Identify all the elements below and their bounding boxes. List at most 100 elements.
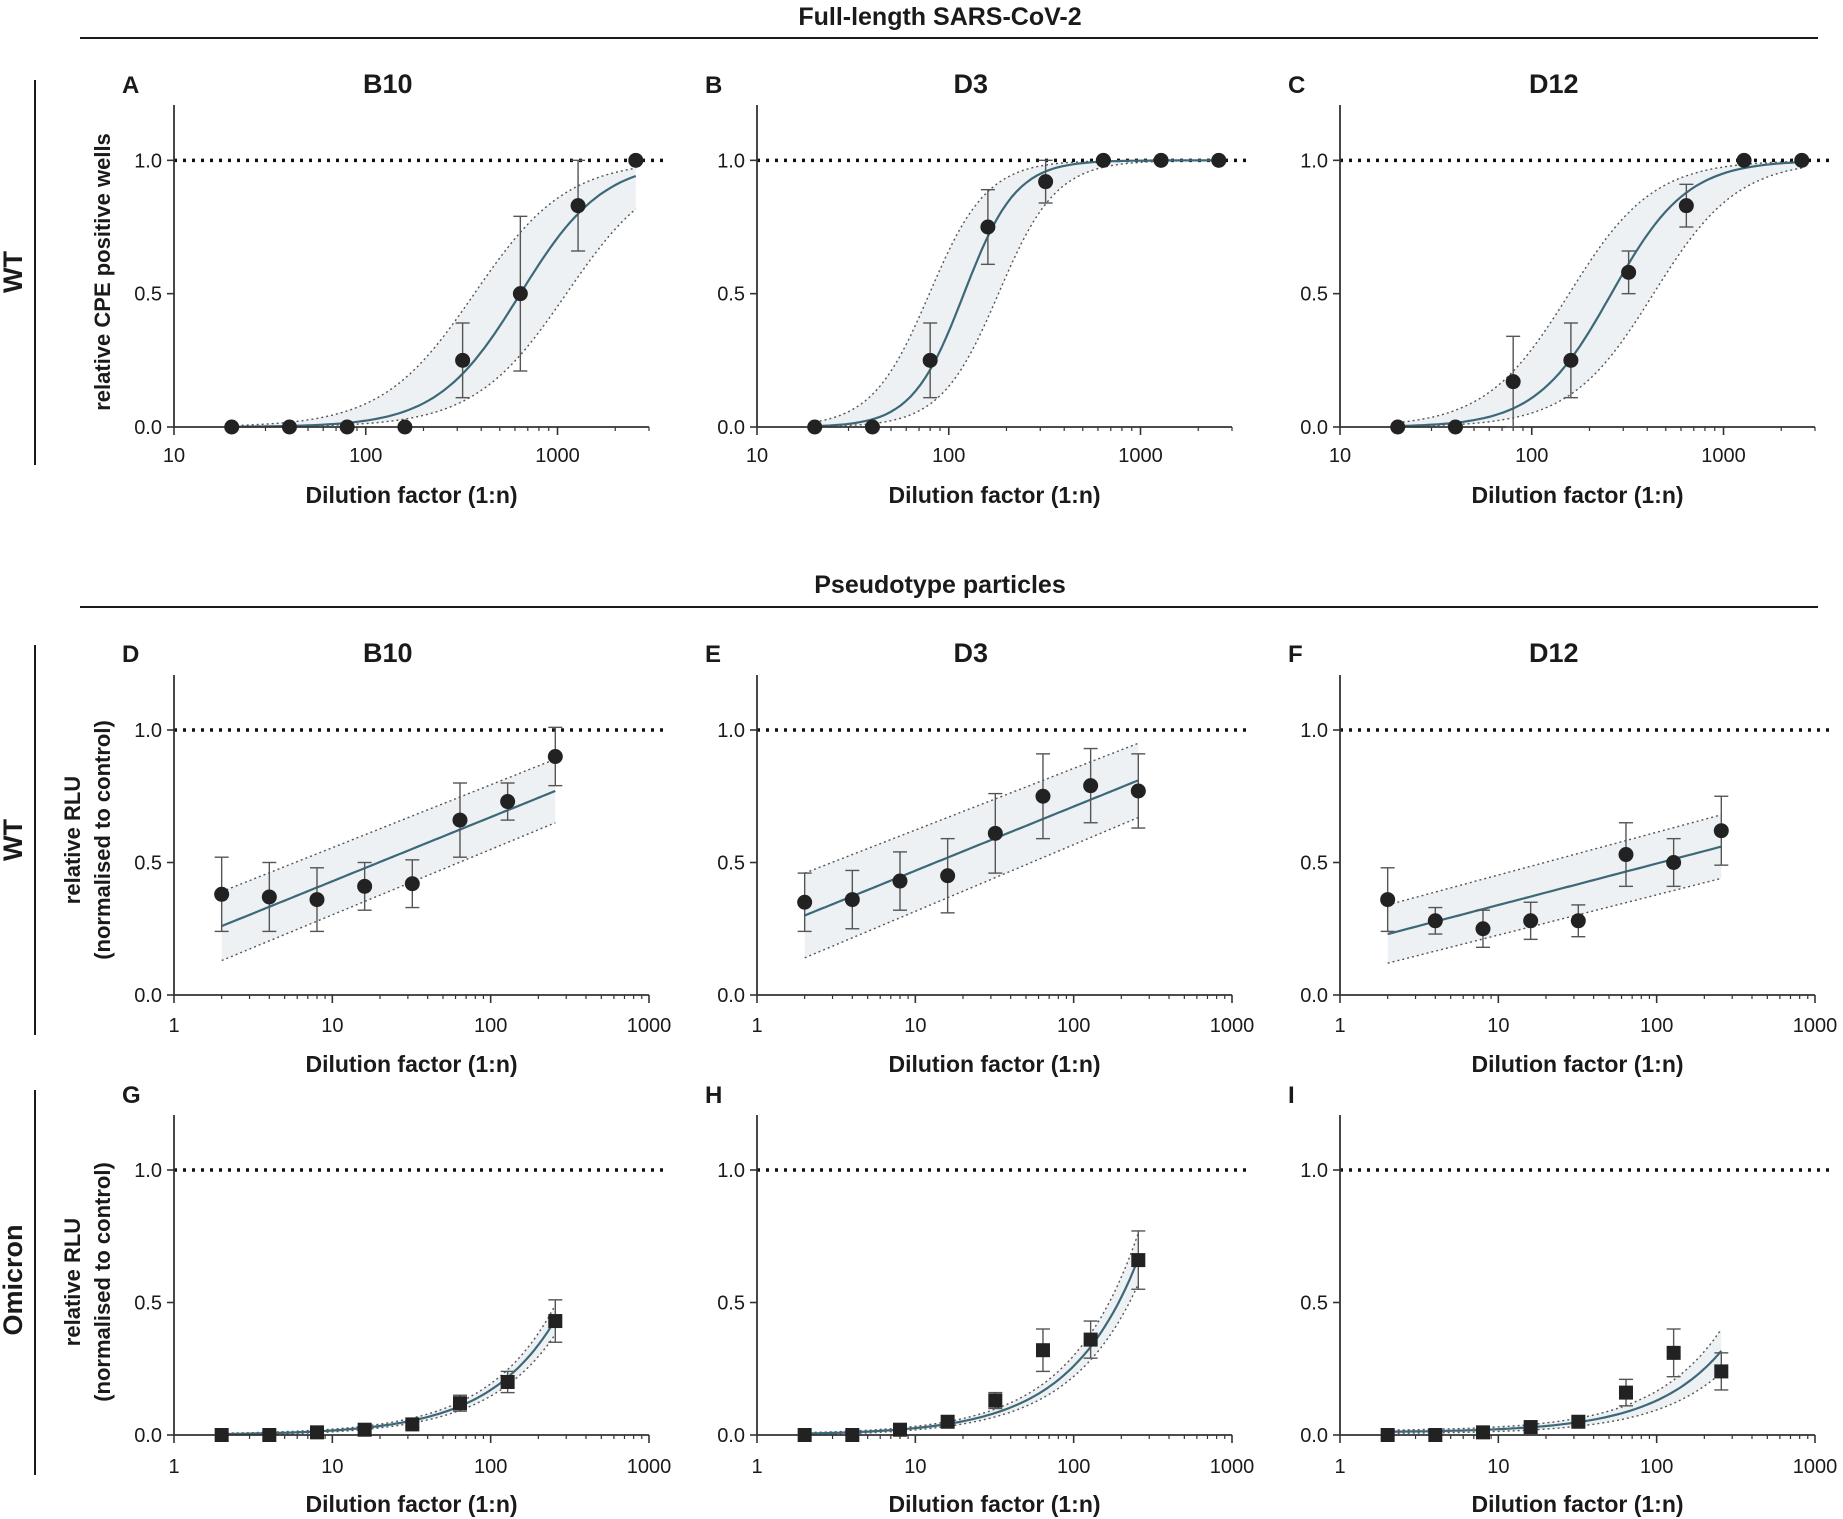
x-tick-label: 1 xyxy=(168,1015,179,1037)
data-point xyxy=(1131,1253,1146,1268)
x-tick-label: 100 xyxy=(474,1015,507,1037)
ylabel-row-3-line-2: (normalised to control) xyxy=(90,1162,115,1402)
data-point xyxy=(1618,847,1634,863)
data-point xyxy=(1447,419,1463,435)
data-point xyxy=(940,868,956,884)
data-point xyxy=(1794,152,1810,168)
y-tick-label: 0.0 xyxy=(1300,417,1328,439)
fit-curve-c xyxy=(1397,161,1802,428)
data-point xyxy=(1475,1425,1490,1440)
data-point xyxy=(988,1393,1003,1408)
data-point xyxy=(1571,1414,1586,1429)
data-point xyxy=(455,352,471,368)
data-point xyxy=(281,419,297,435)
x-tick-label: 100 xyxy=(1640,1456,1673,1478)
panel-f: F D12 0.0 0.5 1.0 1 10 100 1000 Dilution factor (… xyxy=(1288,638,1837,1077)
ci-upper-h xyxy=(804,1232,1139,1434)
data-point xyxy=(940,1414,955,1429)
panel-title-e: D3 xyxy=(953,638,988,668)
data-point xyxy=(309,892,325,908)
data-point xyxy=(797,894,813,910)
data-point xyxy=(1523,1420,1538,1435)
ci-upper-i xyxy=(1387,1328,1722,1431)
data-point xyxy=(357,1422,372,1437)
section-title-full-length: Full-length SARS-CoV-2 xyxy=(798,3,1081,31)
ci-upper-g xyxy=(221,1304,556,1434)
x-tick-label: 100 xyxy=(349,445,382,467)
panel-title-a: B10 xyxy=(363,69,413,99)
x-tick-label: 1000 xyxy=(1118,445,1163,467)
data-point xyxy=(628,152,644,168)
data-point xyxy=(1380,1428,1395,1442)
panel-letter-i: I xyxy=(1288,1082,1295,1109)
confidence-band-e xyxy=(804,743,1139,958)
confidence-band-b xyxy=(814,160,1219,427)
panel-title-d: B10 xyxy=(363,638,413,668)
x-tick-label: 100 xyxy=(932,445,965,467)
panel-letter-e: E xyxy=(705,641,721,668)
data-point xyxy=(452,1396,467,1411)
y-tick-label: 0.5 xyxy=(717,1293,745,1315)
fit-curve-h xyxy=(804,1258,1140,1435)
data-point xyxy=(892,1422,907,1437)
panel-a: A B10 0.0 0.5 1.0 10 100 1000 Dilution factor (1… xyxy=(122,69,669,508)
confidence-band-a xyxy=(231,168,636,427)
confidence-band-i xyxy=(1387,1329,1722,1434)
fit-curve-g xyxy=(221,1319,557,1436)
x-tick-label: 1000 xyxy=(627,1015,672,1037)
data-point xyxy=(922,352,938,368)
data-point xyxy=(339,419,355,435)
x-tick-label: 10 xyxy=(321,1015,343,1037)
y-tick-label: 0.0 xyxy=(717,417,745,439)
ci-lower-h xyxy=(804,1283,1139,1436)
data-point xyxy=(405,1417,420,1432)
data-point xyxy=(1035,788,1051,804)
x-tick-label: 100 xyxy=(1057,1015,1090,1037)
y-tick-label: 1.0 xyxy=(134,150,162,172)
data-point xyxy=(1563,352,1579,368)
panel-letter-d: D xyxy=(122,641,139,668)
data-point xyxy=(1714,1364,1729,1379)
y-tick-label: 0.5 xyxy=(1300,1293,1328,1315)
y-tick-label: 0.0 xyxy=(134,1425,162,1447)
fit-curve-a xyxy=(231,174,637,428)
y-tick-label: 1.0 xyxy=(134,720,162,742)
panel-c: C D12 0.0 0.5 1.0 10 100 1000 Dilution factor (1… xyxy=(1288,69,1835,508)
ci-lower-b xyxy=(814,159,1219,428)
data-point xyxy=(548,1314,563,1329)
y-tick-label: 0.0 xyxy=(717,1425,745,1447)
x-tick-label: 1 xyxy=(1334,1456,1345,1478)
data-point xyxy=(357,878,373,894)
panel-h: H 0.0 0.5 1.0 1 10 100 1000 Dilution factor (1:n… xyxy=(705,1082,1254,1517)
data-point xyxy=(1380,892,1396,908)
data-point xyxy=(309,1425,324,1440)
data-point xyxy=(1428,1428,1443,1442)
data-point xyxy=(1095,152,1111,168)
confidence-band-d xyxy=(221,759,556,961)
data-point xyxy=(214,1428,229,1442)
x-tick-label: 100 xyxy=(1640,1015,1673,1037)
panel-letter-f: F xyxy=(1288,641,1303,668)
x-tick-label: 1000 xyxy=(535,445,580,467)
confidence-band-c xyxy=(1397,161,1802,427)
x-tick-label: 100 xyxy=(474,1456,507,1478)
x-tick-label: 10 xyxy=(321,1456,343,1478)
data-point xyxy=(797,1428,812,1442)
x-tick-label: 10 xyxy=(746,445,768,467)
y-tick-label: 1.0 xyxy=(1300,150,1328,172)
fit-curve-i xyxy=(1387,1350,1723,1433)
x-tick-label: 10 xyxy=(163,445,185,467)
data-point xyxy=(262,1428,277,1442)
y-tick-label: 0.0 xyxy=(1300,985,1328,1007)
data-point xyxy=(1736,152,1752,168)
panel-letter-b: B xyxy=(705,72,722,99)
data-point xyxy=(1475,921,1491,937)
x-tick-label: 10 xyxy=(1487,1015,1509,1037)
data-point xyxy=(1666,855,1682,870)
ci-lower-i xyxy=(1387,1372,1722,1434)
panel-g: G 0.0 0.5 1.0 1 10 100 1000 Dilution factor (1:n… xyxy=(122,1082,671,1517)
section-title-pseudotype: Pseudotype particles xyxy=(814,571,1065,599)
panel-title-b: D3 xyxy=(953,69,988,99)
x-tick-label: 1000 xyxy=(1701,445,1746,467)
